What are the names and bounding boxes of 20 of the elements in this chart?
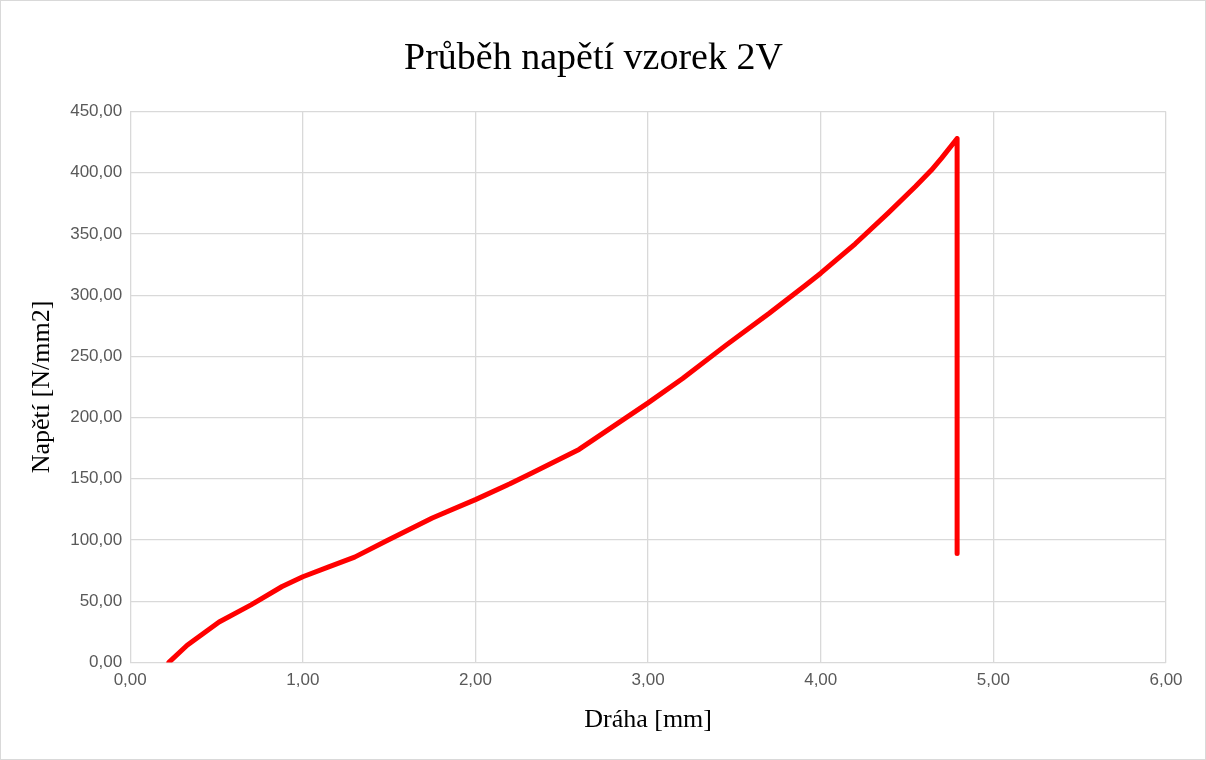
y-tick-label: 300,00 [70, 284, 123, 304]
y-tick-label: 150,00 [70, 468, 123, 488]
y-tick-label: 400,00 [70, 162, 123, 182]
chart-title: Průběh napětí vzorek 2V [404, 34, 784, 77]
x-tick-label: 3,00 [631, 670, 665, 690]
y-tick-label: 50,00 [79, 590, 123, 610]
x-tick-label: 4,00 [804, 670, 838, 690]
y-tick-label: 200,00 [70, 407, 123, 427]
y-tick-label: 450,00 [70, 101, 123, 121]
x-tick-label: 5,00 [976, 670, 1010, 690]
y-axis-title: Napětí [N/mm2] [26, 300, 56, 474]
x-tick-label: 0,00 [113, 670, 147, 690]
y-tick-label: 250,00 [70, 346, 123, 366]
y-tick-label: 100,00 [70, 529, 123, 549]
x-tick-label: 6,00 [1149, 670, 1183, 690]
y-tick-label: 350,00 [70, 223, 123, 243]
x-tick-label: 1,00 [286, 670, 320, 690]
x-tick-label: 2,00 [458, 670, 493, 690]
y-tick-label: 0,00 [89, 652, 123, 672]
x-axis-title: Dráha [mm] [584, 704, 712, 734]
